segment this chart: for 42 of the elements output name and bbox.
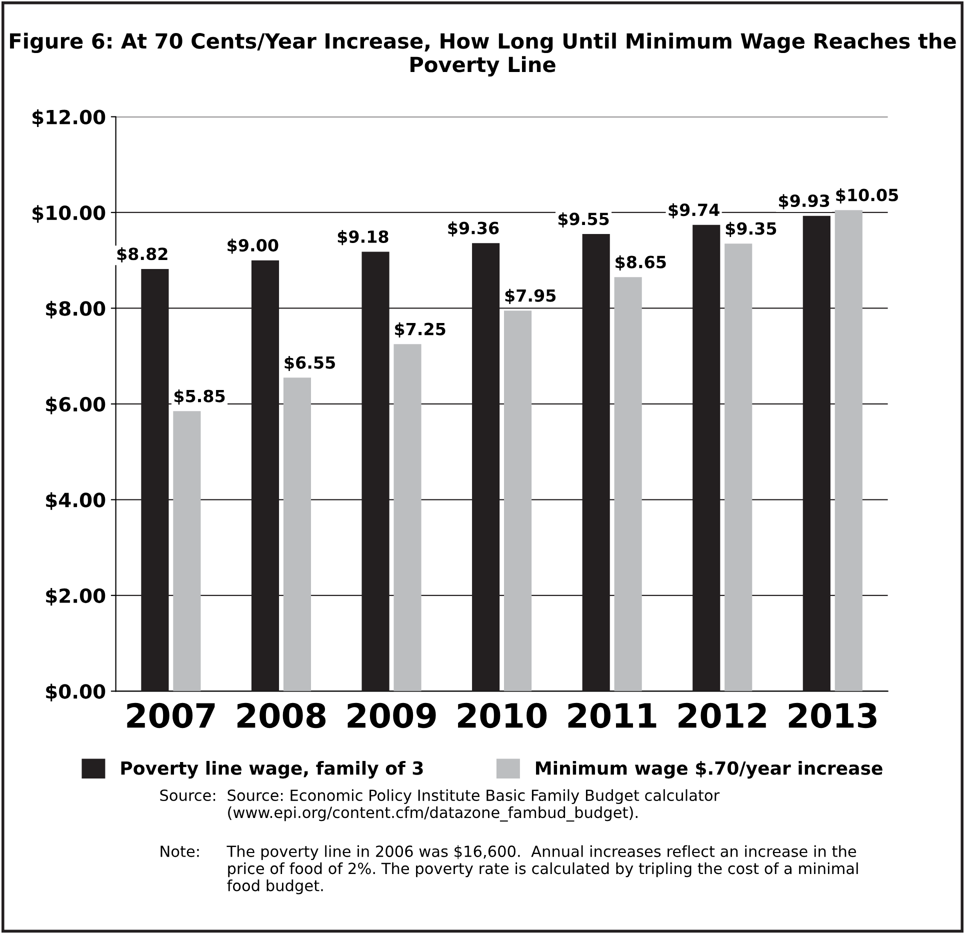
source-note: Source: [160,790,216,802]
x-tick-label: 2007 [127,702,215,728]
x-tick-label: 2011 [568,702,656,728]
y-tick-label: $4.00 [46,492,106,510]
y-tick-label: $8.00 [46,300,106,318]
data-label: $9.18 [338,230,388,246]
y-tick-label: $6.00 [46,396,106,414]
data-label: $9.35 [726,222,776,238]
data-label: $8.82 [117,247,168,262]
data-label: $7.25 [395,322,446,338]
data-label: $9.55 [558,212,609,228]
x-tick-label: 2009 [348,702,436,728]
chart-title: Figure 6: At 70 Cents/Year Increase, How Long Until Minimum Wage Reaches the Poverty Line [10,32,956,77]
x-tick-label: 2008 [237,702,326,728]
source-note: Source: Economic Policy Institute Basic Family Budget calculator (www.epi.org/content.cfm/datazone_fambud_budget). [228,789,720,822]
legend-label: Poverty line wage, family of 3 [121,760,423,779]
data-label: $9.36 [448,221,499,237]
bar [394,344,422,692]
y-tick-label: $2.00 [46,588,106,606]
text: The poverty line in 2006 was $16,600. Annual increases reflect an increase in the price of food of 2%. The poverty rate is calculated by tripling the cost of a minimal food budget. [226,845,858,894]
bar [724,244,752,692]
x-tick-label: 2013 [788,702,876,728]
y-tick-label: $10.00 [32,205,106,223]
data-label: $9.93 [779,194,830,210]
x-tick-label: 2010 [458,702,547,728]
data-label: $6.55 [284,356,335,372]
data-label: $7.95 [505,288,556,304]
bar [283,378,312,692]
bar [504,310,532,692]
data-label: $5.85 [174,389,225,405]
x-tick-label: 2012 [678,702,766,728]
legend-label: Minimum wage $.70/year increase [536,760,882,779]
y-tick-label: $0.00 [46,684,106,702]
y-tick-label: $12.00 [32,109,106,127]
data-label: $8.65 [616,255,666,271]
data-label: $10.05 [836,188,898,204]
bar [834,210,862,692]
bar [614,277,642,692]
data-label: $9.74 [668,203,720,218]
data-label: $9.00 [228,238,278,254]
text: Note: [160,846,199,858]
bar [173,411,201,692]
